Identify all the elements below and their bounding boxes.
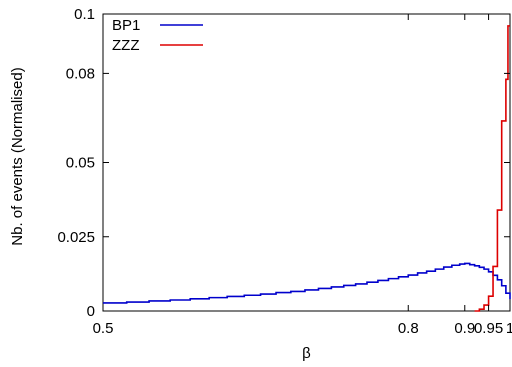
legend-label-zzz: ZZZ: [112, 37, 140, 54]
y-tick-label: 0.1: [74, 6, 95, 23]
series-line-zzz: [474, 25, 510, 312]
x-axis: 0.5 0.8 0.90.95 1: [93, 14, 512, 337]
x-tick-label: 0.8: [398, 320, 419, 337]
y-tick-label: 0.025: [57, 229, 95, 246]
y-axis: 0 0.025 0.05 0.08 0.1: [57, 6, 510, 320]
series-line-bp1: [103, 262, 511, 304]
plot-area: [102, 13, 511, 312]
x-tick-label: 0.95: [474, 320, 503, 337]
x-tick-label: 0.9: [454, 320, 475, 337]
y-tick-label: 0.08: [66, 65, 95, 82]
x-axis-title: β: [302, 345, 311, 362]
y-axis-title: Nb. of events (Normalised): [9, 67, 26, 245]
x-tick-label: 1: [506, 320, 512, 337]
legend: BP1 ZZZ: [112, 17, 203, 54]
x-tick-label: 0.5: [93, 320, 114, 337]
y-tick-label: 0.05: [66, 155, 95, 172]
legend-label-bp1: BP1: [112, 17, 140, 34]
y-tick-label: 0: [87, 303, 95, 320]
